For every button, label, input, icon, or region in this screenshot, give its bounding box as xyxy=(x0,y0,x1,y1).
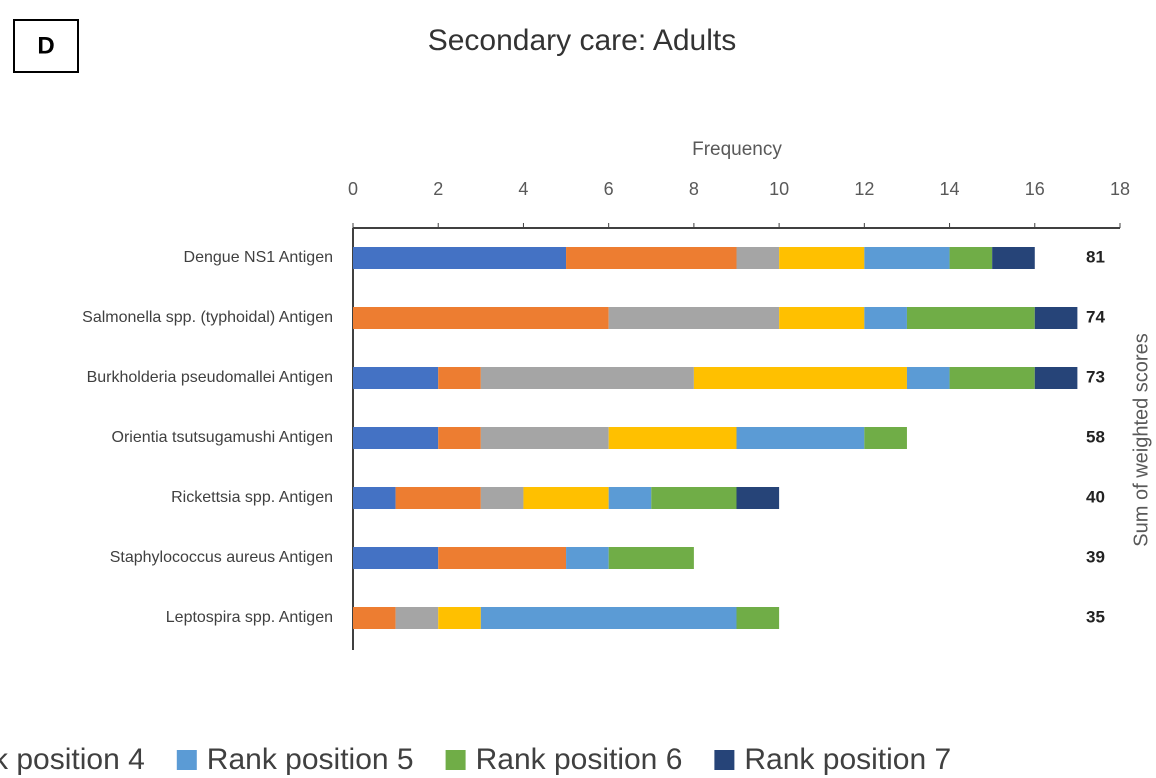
bar-segment xyxy=(736,427,865,449)
bar-segment xyxy=(651,487,737,509)
bar-segment xyxy=(353,607,396,629)
x-tick-label: 16 xyxy=(1025,179,1045,199)
panel-label: D xyxy=(37,32,54,59)
bar-segment xyxy=(864,427,907,449)
y-tick-label: Dengue NS1 Antigen xyxy=(184,249,333,266)
legend-swatch xyxy=(176,750,197,770)
bar-segment xyxy=(736,487,780,509)
weighted-score: 58 xyxy=(1086,427,1105,446)
bar-segment xyxy=(779,247,865,269)
x-tick-label: 10 xyxy=(769,179,789,199)
weighted-score: 40 xyxy=(1086,487,1105,506)
bar-segment xyxy=(438,547,567,569)
bar-segment xyxy=(693,367,907,389)
bar-segment xyxy=(480,607,737,629)
y-tick-label: Staphylococcus aureus Antigen xyxy=(110,549,333,566)
y-tick-label: Orientia tsutsugamushi Antigen xyxy=(112,429,333,446)
bar-segment xyxy=(480,367,694,389)
weighted-score: 73 xyxy=(1086,367,1105,386)
x-tick-label: 12 xyxy=(854,179,874,199)
x-tick-label: 6 xyxy=(604,179,614,199)
y-tick-label: Salmonella spp. (typhoidal) Antigen xyxy=(82,309,333,326)
bar-segment xyxy=(736,607,780,629)
legend-label: Rank position 5 xyxy=(207,743,414,776)
x-axis-label: Frequency xyxy=(692,139,782,160)
bar-segment xyxy=(949,247,993,269)
x-tick-label: 14 xyxy=(940,179,960,199)
bar-segment xyxy=(353,367,439,389)
bar-segment xyxy=(864,307,907,329)
y-tick-label: Rickettsia spp. Antigen xyxy=(171,489,333,506)
bar-segment xyxy=(353,247,567,269)
y-tick-label: Leptospira spp. Antigen xyxy=(166,609,333,626)
bar-segment xyxy=(992,247,1035,269)
legend-label: Rank position 7 xyxy=(744,743,951,776)
bar-segment xyxy=(353,547,439,569)
bar-segment xyxy=(353,487,396,509)
weighted-score: 39 xyxy=(1086,547,1105,566)
bar-segment xyxy=(395,487,481,509)
bar-segment xyxy=(608,547,694,569)
bar-segment xyxy=(480,427,609,449)
bar-segment xyxy=(566,247,737,269)
bar-segment xyxy=(438,427,481,449)
panel-box xyxy=(13,19,79,73)
chart-title: Secondary care: Adults xyxy=(428,24,737,57)
x-tick-label: 0 xyxy=(348,179,358,199)
bar-segment xyxy=(353,307,609,329)
bar-segment xyxy=(438,607,481,629)
bar-segment xyxy=(608,487,652,509)
weighted-score: 74 xyxy=(1086,307,1105,326)
bar-segment xyxy=(438,367,481,389)
weighted-score: 81 xyxy=(1086,247,1105,266)
legend-swatch xyxy=(714,750,735,770)
weighted-score: 35 xyxy=(1086,607,1105,626)
bar-segment xyxy=(906,307,1035,329)
bar-segment xyxy=(949,367,1035,389)
bar-segment xyxy=(1034,367,1078,389)
bar-segment xyxy=(523,487,609,509)
bar-segment xyxy=(480,487,524,509)
legend-label: Rank position 4 xyxy=(0,743,145,776)
bar-segment xyxy=(608,307,780,329)
bar-segment xyxy=(736,247,780,269)
x-tick-label: 2 xyxy=(433,179,443,199)
x-tick-label: 8 xyxy=(689,179,699,199)
y-tick-label: Burkholderia pseudomallei Antigen xyxy=(87,369,333,386)
legend-label: Rank position 6 xyxy=(476,743,683,776)
x-tick-label: 4 xyxy=(518,179,528,199)
bar-segment xyxy=(906,367,950,389)
bar-segment xyxy=(864,247,950,269)
bar-segment xyxy=(395,607,439,629)
bar-segment xyxy=(566,547,609,569)
bar-segment xyxy=(779,307,865,329)
x-tick-label: 18 xyxy=(1110,179,1130,199)
y2-axis-label: Sum of weighted scores xyxy=(1130,333,1152,546)
legend-swatch xyxy=(445,750,466,770)
bar-segment xyxy=(608,427,737,449)
bar-segment xyxy=(353,427,439,449)
bar-segment xyxy=(1034,307,1078,329)
